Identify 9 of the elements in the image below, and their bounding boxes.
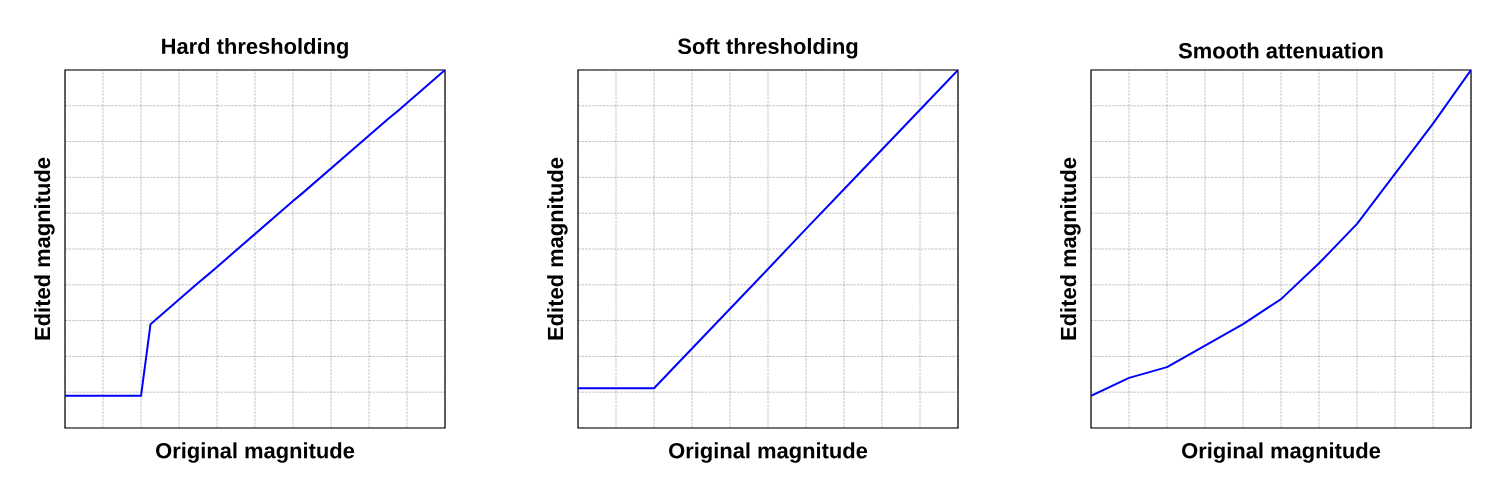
- y-axis-title: Edited magnitude: [1060, 157, 1081, 340]
- y-axis-title: Edited magnitude: [547, 157, 568, 340]
- chart-title: Hard thresholding: [162, 37, 348, 59]
- x-axis-title: Original magnitude: [156, 442, 355, 463]
- y-axis-title: Edited magnitude: [34, 157, 55, 340]
- chart-title: Soft thresholding: [677, 37, 858, 59]
- x-axis-title: Original magnitude: [1182, 442, 1381, 463]
- chart-title: Smooth attenuation: [1178, 42, 1383, 59]
- x-axis-title: Original magnitude: [669, 442, 868, 463]
